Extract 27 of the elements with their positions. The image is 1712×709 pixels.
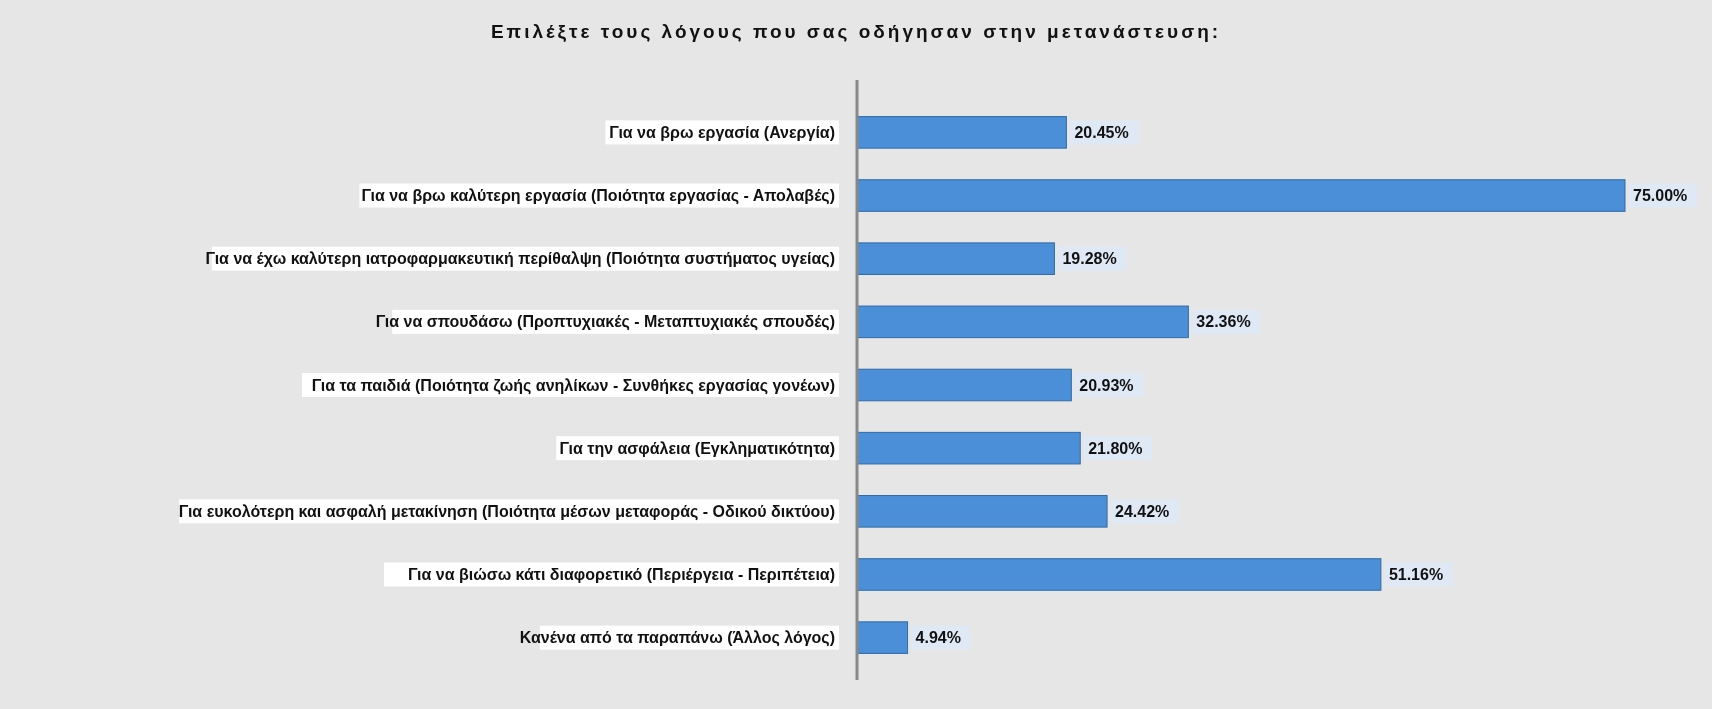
y-tick-label: Για να βρω καλύτερη εργασία (Ποιότητα εργασίας - Απολαβές) <box>361 187 835 206</box>
bar <box>856 368 1072 402</box>
data-label: 51.16% <box>1388 565 1444 583</box>
data-label: 24.42% <box>1115 502 1170 520</box>
bar <box>856 242 1055 275</box>
data-label: 19.28% <box>1062 250 1117 268</box>
data-label: 20.93% <box>1079 376 1134 394</box>
y-tick-label: Για την ασφάλεια (Εγκληματικότητα) <box>559 439 835 457</box>
bar <box>856 431 1081 465</box>
chart-title: Επιλέξτε τους λόγους που σας οδήγησαν στην μετανάστευση: <box>490 21 1222 43</box>
data-label: 32.36% <box>1196 313 1251 331</box>
data-label: 75.00% <box>1633 187 1688 205</box>
bar <box>856 495 1108 528</box>
bar <box>856 116 1067 149</box>
y-tick-label: Για να έχω καλύτερη ιατροφαρμακευτική περίθαλψη (Ποιότητα συστήματος υγείας) <box>205 250 835 269</box>
bar <box>856 305 1189 339</box>
y-tick-label: Κανένα από τα παραπάνω (Άλλος λόγος) <box>519 629 835 648</box>
y-tick-label: Για ευκολότερη και ασφαλή μετακίνηση (Ποιότητα μέσων μεταφοράς - Οδικού δικτύου) <box>178 502 835 521</box>
data-label: 4.94% <box>915 629 961 647</box>
y-tick-label: Για να βρω εργασία (Ανεργία) <box>609 123 835 141</box>
bar <box>856 179 1626 212</box>
y-tick-label: Για τα παιδιά (Ποιότητα ζωής ανηλίκων - Συνθήκες εργασίας γονέων) <box>311 376 835 395</box>
y-tick-label: Για να σπουδάσω (Προπτυχιακές - Μεταπτυχιακές σπουδές) <box>375 313 835 332</box>
y-tick-label: Για να βιώσω κάτι διαφορετικό (Περιέργεια - Περιπέτεια) <box>407 565 835 583</box>
data-label: 20.45% <box>1074 123 1129 141</box>
data-label: 21.80% <box>1088 439 1143 457</box>
bar <box>856 558 1382 591</box>
